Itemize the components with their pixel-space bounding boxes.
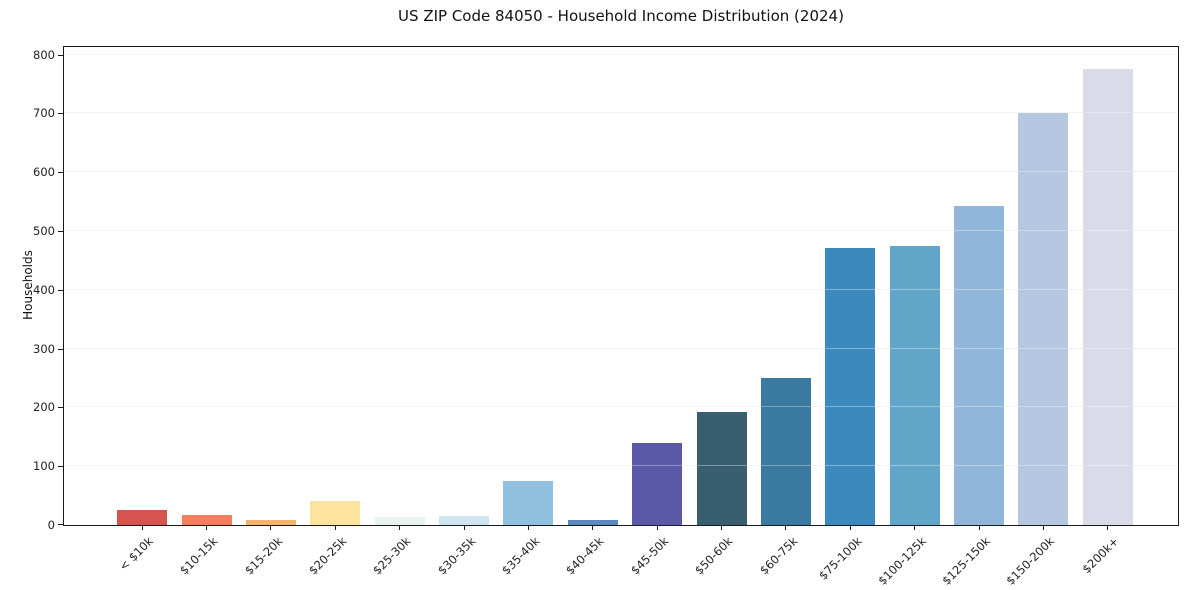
x-tick-label-2: $10-15k [177,534,221,578]
gridline-y500 [64,230,1178,232]
bar-3 [245,520,296,525]
gridline-y600 [64,171,1178,173]
y-tick-mark-300 [58,348,63,350]
y-tick-label-200: 200 [33,400,55,415]
y-tick-mark-200 [58,407,63,409]
y-tick-label-700: 700 [33,106,55,121]
chart-title: US ZIP Code 84050 - Household Income Dis… [398,7,844,25]
gridline-y400 [64,288,1178,290]
x-tick-mark-3 [270,525,272,530]
bar-8 [567,520,618,525]
x-tick-mark-14 [978,525,980,530]
x-tick-mark-16 [1107,525,1109,530]
x-tick-label-16: $200k+ [1079,534,1122,577]
x-tick-mark-9 [656,525,658,530]
bar-11 [760,378,811,525]
x-tick-label-13: $100-125k [874,534,929,588]
bar-5 [374,517,425,525]
x-tick-label-5: $25-30k [370,534,414,578]
bar-6 [439,516,490,525]
plot-area: 0 100 200 300 400 500 600 700 800 < $10k $10-15k $1… [33,46,1179,588]
x-tick-label-11: $60-75k [756,534,800,578]
bar-2 [181,515,232,525]
x-tick-mark-10 [721,525,723,530]
gridline-y300 [64,347,1178,349]
gridline-y100 [64,465,1178,467]
bar-9 [632,442,683,525]
bar-16 [1082,69,1133,525]
y-tick-label-600: 600 [33,165,55,180]
x-tick-label-12: $75-100k [815,534,865,583]
x-tick-mark-12 [849,525,851,530]
x-tick-mark-7 [527,525,529,530]
y-tick-label-0: 0 [47,518,55,532]
bar-7 [503,480,554,525]
y-tick-mark-600 [58,172,63,174]
y-tick-label-300: 300 [33,341,55,356]
bar-12 [825,248,876,525]
y-tick-mark-800 [58,54,63,56]
x-tick-mark-4 [334,525,336,530]
x-tick-mark-8 [592,525,594,530]
bar-14 [954,206,1005,525]
x-tick-label-7: $35-40k [498,534,543,578]
x-tick-mark-1 [141,525,143,530]
x-tick-mark-2 [206,525,208,530]
gridline-y200 [64,406,1178,408]
bar-1 [117,510,168,525]
x-tick-label-9: $45-50k [627,534,672,578]
x-tick-mark-5 [399,525,401,530]
x-tick-mark-11 [785,525,787,530]
y-tick-mark-100 [58,466,63,468]
y-tick-mark-0 [58,524,63,525]
y-tick-mark-500 [58,231,63,233]
gridline-y800 [64,53,1178,55]
x-tick-label-10: $50-60k [692,534,736,578]
gridline-y700 [64,112,1178,114]
x-tick-mark-6 [463,525,465,530]
x-tick-label-3: $15-20k [241,534,285,578]
x-tick-mark-13 [914,525,916,530]
x-tick-mark-15 [1042,525,1044,530]
y-tick-mark-700 [58,113,63,115]
y-tick-label-500: 500 [33,224,55,239]
bar-10 [696,412,747,525]
y-tick-label-100: 100 [33,459,55,474]
bar-4 [310,501,361,525]
y-tick-mark-400 [58,289,63,291]
x-tick-label-4: $20-25k [305,534,350,578]
bar-13 [889,245,940,525]
y-tick-label-400: 400 [33,282,55,297]
x-tick-label-1: < $10k [116,534,157,574]
bar-15 [1018,113,1069,525]
x-tick-label-6: $30-35k [434,534,478,578]
x-tick-label-15: $150-200k [1003,534,1058,588]
x-tick-label-8: $40-45k [563,534,607,578]
x-tick-label-14: $125-150k [939,534,993,588]
y-tick-label-800: 800 [33,47,55,62]
